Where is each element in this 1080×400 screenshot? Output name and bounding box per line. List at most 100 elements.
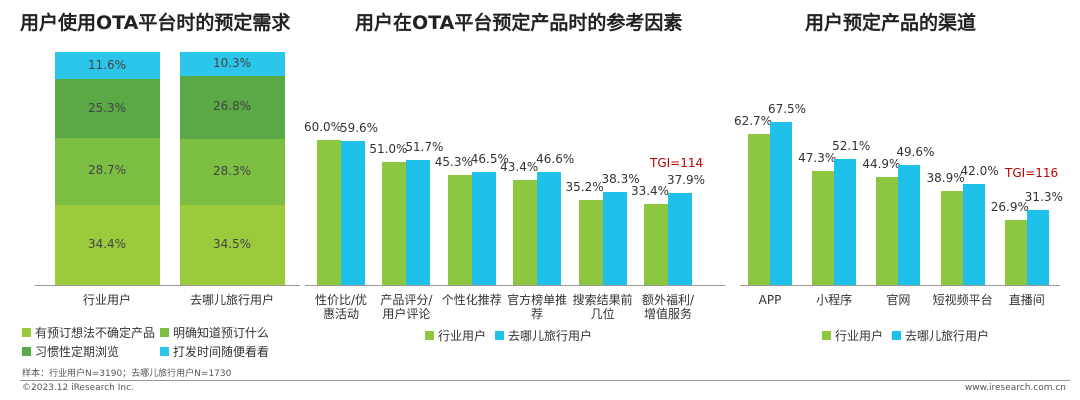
value-label: 43.4%: [500, 159, 539, 174]
sample-note: 样本：行业用户N=3190；去哪儿旅行用户N=1730: [22, 369, 232, 379]
baseline: [35, 285, 300, 286]
x-tick-label: APP: [758, 293, 782, 307]
bar: [668, 193, 692, 285]
bar-segment: [54, 137, 160, 205]
legend-label: 习惯性定期浏览: [35, 345, 120, 359]
x-tick-label: 直播间: [1008, 293, 1045, 307]
bar: [537, 172, 562, 285]
chart-title: 用户在OTA平台预定产品时的参考因素: [355, 12, 683, 34]
value-label: 46.5%: [470, 152, 509, 167]
bar: [602, 192, 627, 285]
bar-segment: [54, 79, 160, 138]
bar: [578, 199, 603, 285]
value-label: 45.3%: [434, 155, 473, 170]
value-label: 28.7%: [87, 163, 127, 178]
bar-segment: [179, 52, 285, 77]
x-tick-label: 短视频平台: [932, 293, 993, 307]
value-label: 25.3%: [87, 100, 127, 115]
legend-swatch: [22, 328, 31, 337]
bar-segment: [179, 138, 285, 205]
annotation: TGI=116: [1005, 166, 1059, 180]
value-label: 51.7%: [405, 139, 444, 154]
legend-swatch: [22, 347, 31, 356]
value-label: 46.6%: [536, 152, 575, 167]
footer-rule: [20, 380, 1070, 381]
x-tick-label: 行业用户: [82, 293, 131, 307]
website: www.iresearch.com.cn: [964, 383, 1066, 393]
bar: [748, 133, 770, 285]
x-tick-label: 性价比/优惠活动: [314, 293, 368, 321]
x-tick-label: 去哪儿旅行用户: [189, 293, 274, 307]
bar: [317, 139, 341, 285]
legend-swatch: [160, 347, 169, 356]
baseline: [305, 285, 725, 286]
bar: [834, 159, 857, 285]
value-label: 62.7%: [733, 113, 773, 128]
bar: [898, 165, 921, 285]
value-label: 47.3%: [798, 151, 837, 165]
bar: [876, 176, 899, 285]
value-label: 28.3%: [212, 163, 252, 178]
bar-segment: [179, 76, 285, 139]
chart-title: 用户使用OTA平台时的预定需求: [20, 12, 291, 34]
x-tick-label: 产品评分/用户评论: [380, 293, 433, 321]
legend-label: 有预订想法不确定产品: [35, 326, 156, 340]
bar: [1004, 220, 1027, 285]
value-label: 38.9%: [926, 171, 965, 186]
legend-label: 去哪儿旅行用户: [905, 329, 990, 343]
bar: [341, 140, 365, 285]
value-label: 59.6%: [339, 120, 379, 135]
value-label: 34.5%: [212, 236, 252, 251]
bar: [812, 171, 835, 285]
x-tick-label: 个性化推荐: [441, 293, 502, 307]
value-label: 26.8%: [212, 99, 252, 114]
value-label: 52.1%: [832, 139, 871, 154]
legend-swatch: [425, 331, 434, 340]
legend-label: 打发时间随便看看: [173, 345, 270, 359]
value-label: 51.0%: [369, 141, 408, 156]
value-label: 26.9%: [990, 200, 1029, 215]
bar: [644, 204, 668, 285]
legend-swatch: [160, 328, 169, 337]
bar-segment: [54, 52, 160, 80]
bar: [940, 191, 963, 285]
value-label: 42.0%: [960, 163, 999, 178]
bar: [447, 175, 472, 285]
bar-segment: [179, 204, 285, 285]
legend-label: 明确知道预订什么: [173, 326, 270, 340]
value-label: 44.9%: [862, 156, 901, 171]
bar: [406, 159, 431, 285]
value-label: 10.3%: [212, 56, 252, 71]
legend-swatch: [892, 331, 901, 340]
bar: [513, 179, 538, 285]
bar: [1026, 209, 1049, 285]
x-tick-label: 搜索结果前几位: [572, 293, 633, 321]
value-label: 33.4%: [630, 184, 670, 199]
value-label: 67.5%: [767, 102, 807, 117]
value-label: 11.6%: [87, 57, 127, 72]
legend-label: 行业用户: [438, 329, 487, 343]
x-tick-label: 官网: [886, 293, 911, 307]
value-label: 60.0%: [303, 119, 343, 134]
value-label: 34.4%: [87, 236, 127, 251]
value-label: 38.3%: [601, 172, 640, 187]
x-tick-label: 官方榜单推荐: [507, 293, 568, 321]
bar: [770, 122, 792, 285]
value-label: 49.6%: [896, 145, 935, 160]
bar: [471, 172, 496, 285]
legend-label: 行业用户: [835, 329, 884, 343]
bar: [382, 161, 407, 285]
x-tick-label: 额外福利/增值服务: [641, 293, 695, 321]
legend-label: 去哪儿旅行用户: [508, 329, 593, 343]
bar-segment: [54, 204, 160, 285]
legend-swatch: [495, 331, 504, 340]
chart-title: 用户预定产品的渠道: [805, 12, 977, 34]
copyright: ©2023.12 iResearch Inc.: [22, 383, 134, 393]
bar: [962, 183, 985, 285]
annotation: TGI=114: [650, 156, 704, 170]
value-label: 37.9%: [666, 173, 706, 188]
legend-swatch: [822, 331, 831, 340]
value-label: 35.2%: [565, 179, 604, 194]
baseline: [740, 285, 1060, 286]
